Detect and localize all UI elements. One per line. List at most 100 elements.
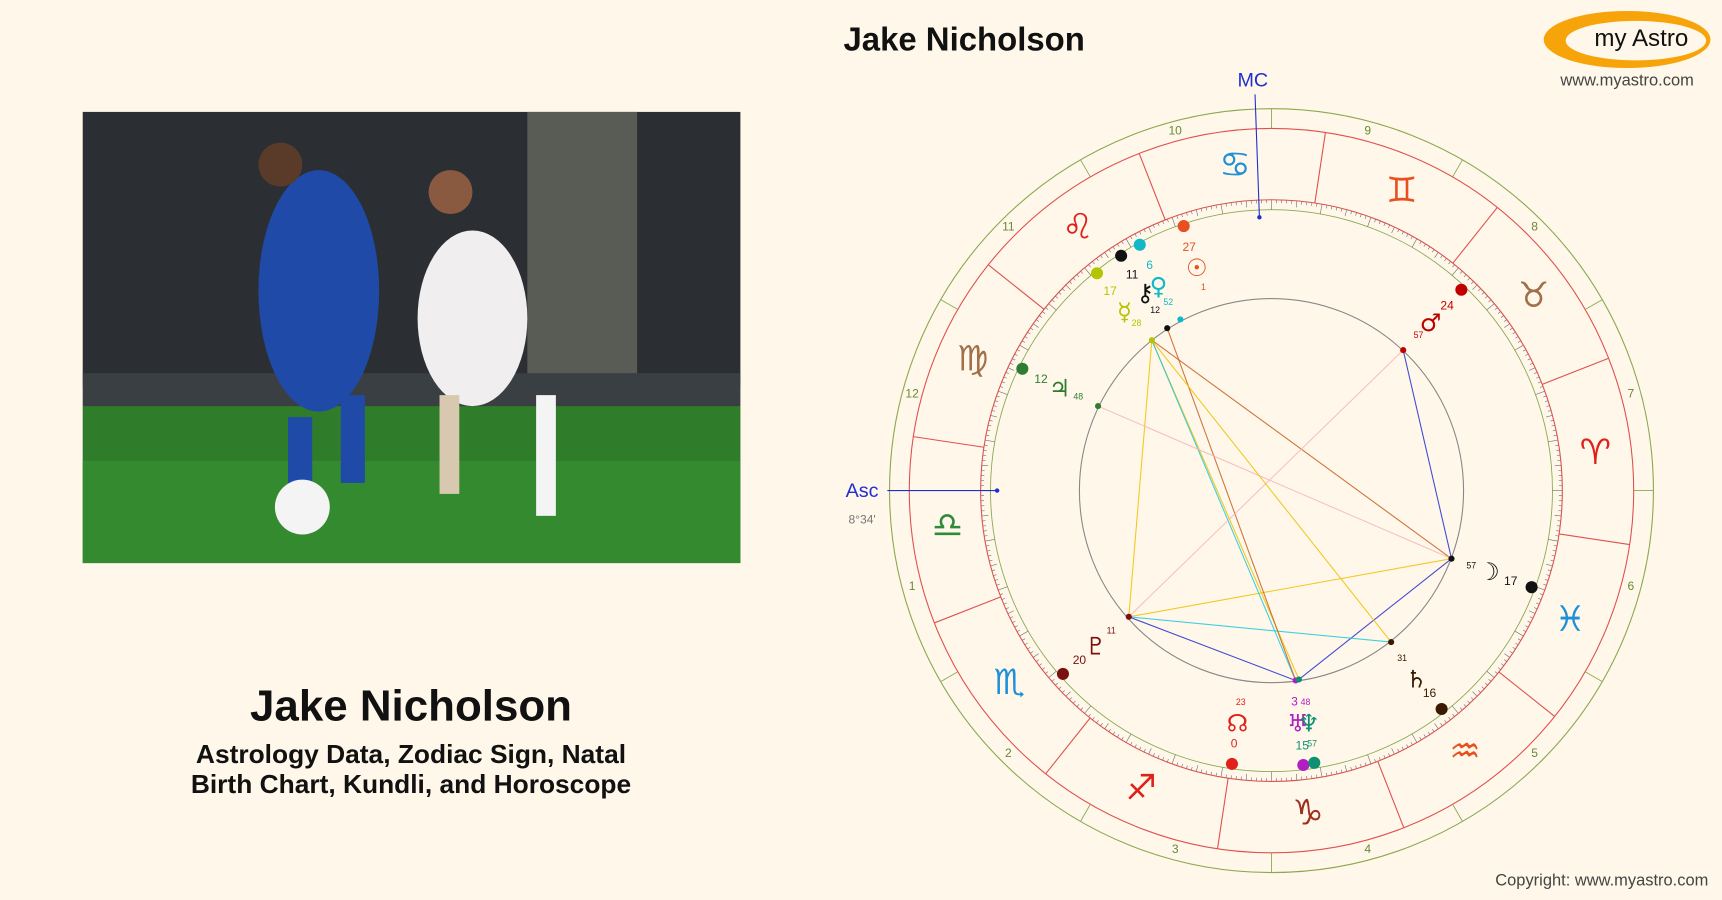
degree-tick <box>1092 261 1095 265</box>
degree-tick <box>1471 281 1474 284</box>
sign-boundary <box>1314 132 1327 204</box>
degree-tick <box>1005 372 1009 374</box>
degree-tick <box>1463 704 1467 707</box>
degree-tick <box>996 395 1000 398</box>
degree-tick <box>1555 535 1559 537</box>
degree-tick <box>1497 311 1501 314</box>
degree-tick <box>1452 713 1455 717</box>
degree-tick <box>1076 274 1080 278</box>
degree-tick <box>981 464 989 467</box>
sign-boundary <box>1216 778 1229 849</box>
degree-tick <box>1171 754 1176 765</box>
degree-tick <box>1432 728 1435 732</box>
degree-tick <box>986 550 991 552</box>
degree-tick <box>1295 200 1298 208</box>
planet-glyph: ☊ <box>1227 709 1248 737</box>
degree-tick <box>1065 691 1071 697</box>
sign-boundary <box>987 264 1045 310</box>
degree-tick <box>1471 697 1474 701</box>
degree-tick <box>1434 723 1439 730</box>
degree-tick <box>1069 697 1072 701</box>
house-number: 7 <box>1628 386 1635 400</box>
degree-tick <box>1494 307 1498 310</box>
degree-tick <box>984 439 995 443</box>
degree-tick <box>1001 598 1005 600</box>
planet-dot <box>1090 267 1104 280</box>
degree-tick <box>1335 770 1338 775</box>
degree-tick <box>1220 767 1224 778</box>
degree-tick <box>1042 311 1046 314</box>
degree-tick <box>1411 238 1418 248</box>
degree-tick <box>1130 741 1133 746</box>
degree-tick <box>1543 395 1547 398</box>
degree-tick <box>1027 331 1031 335</box>
planet-dot <box>1297 758 1310 772</box>
degree-tick <box>1486 303 1495 311</box>
aspect-line <box>1298 558 1452 680</box>
degree-tick <box>1544 400 1549 403</box>
degree-tick <box>994 400 999 403</box>
logo-text[interactable]: my Astro <box>1594 25 1688 52</box>
degree-tick <box>993 574 997 576</box>
house-cusp <box>940 299 959 310</box>
planet-minute: 23 <box>1236 697 1246 707</box>
degree-tick <box>1130 236 1133 240</box>
mc-dot <box>1257 215 1262 220</box>
degree-tick <box>1444 720 1447 724</box>
degree-tick <box>1045 671 1049 674</box>
degree-tick <box>1200 769 1203 773</box>
degree-tick <box>994 579 999 581</box>
planet-inner-dot <box>1177 316 1184 323</box>
degree-tick <box>1152 224 1155 229</box>
degree-tick <box>1440 723 1443 727</box>
degree-tick <box>1484 682 1488 686</box>
degree-tick <box>1005 607 1009 610</box>
degree-tick <box>1058 686 1062 690</box>
degree-tick <box>1007 367 1014 371</box>
house-number: 3 <box>1172 842 1179 856</box>
degree-tick <box>1069 281 1072 284</box>
house-number: 5 <box>1531 746 1538 760</box>
degree-tick <box>1055 295 1059 299</box>
degree-tick <box>1423 734 1426 738</box>
planet-dot <box>1133 238 1146 251</box>
degree-tick <box>1497 667 1501 670</box>
degree-tick <box>1022 638 1026 641</box>
degree-tick <box>1108 728 1111 732</box>
degree-tick <box>1552 550 1557 552</box>
degree-tick <box>988 424 992 427</box>
degree-tick <box>1374 758 1377 763</box>
house-cusp <box>1452 159 1463 178</box>
degree-tick <box>999 593 1004 596</box>
house-cusp <box>940 671 959 682</box>
logo-url[interactable]: www.myastro.com <box>1559 72 1693 90</box>
house-number: 6 <box>1628 579 1635 593</box>
degree-tick <box>993 405 997 407</box>
zodiac-sign: ♍ <box>957 338 988 379</box>
house-number: 4 <box>1364 842 1371 856</box>
degree-tick <box>1391 226 1395 234</box>
degree-tick <box>1012 620 1016 623</box>
degree-tick <box>986 429 991 432</box>
degree-tick <box>1195 209 1199 217</box>
degree-tick <box>1529 362 1534 365</box>
planet-glyph: ♄ <box>1406 665 1428 693</box>
planet-glyph: ☉ <box>1186 254 1208 282</box>
sign-boundary <box>1498 671 1556 717</box>
planet-inner-dot <box>1448 555 1455 562</box>
degree-tick <box>999 386 1004 388</box>
degree-tick <box>1225 203 1227 207</box>
degree-tick <box>1195 765 1199 772</box>
degree-tick <box>1555 444 1559 446</box>
degree-tick <box>1181 213 1183 218</box>
degree-tick <box>990 415 997 418</box>
degree-tick <box>1007 610 1014 614</box>
degree-tick <box>1019 630 1029 637</box>
degree-tick <box>1205 770 1208 775</box>
degree-tick <box>1484 295 1488 299</box>
degree-tick <box>1547 410 1552 412</box>
degree-tick <box>1364 762 1367 766</box>
planet-degree: 15 <box>1296 739 1310 753</box>
degree-tick <box>1545 415 1553 418</box>
degree-tick <box>1157 755 1160 759</box>
